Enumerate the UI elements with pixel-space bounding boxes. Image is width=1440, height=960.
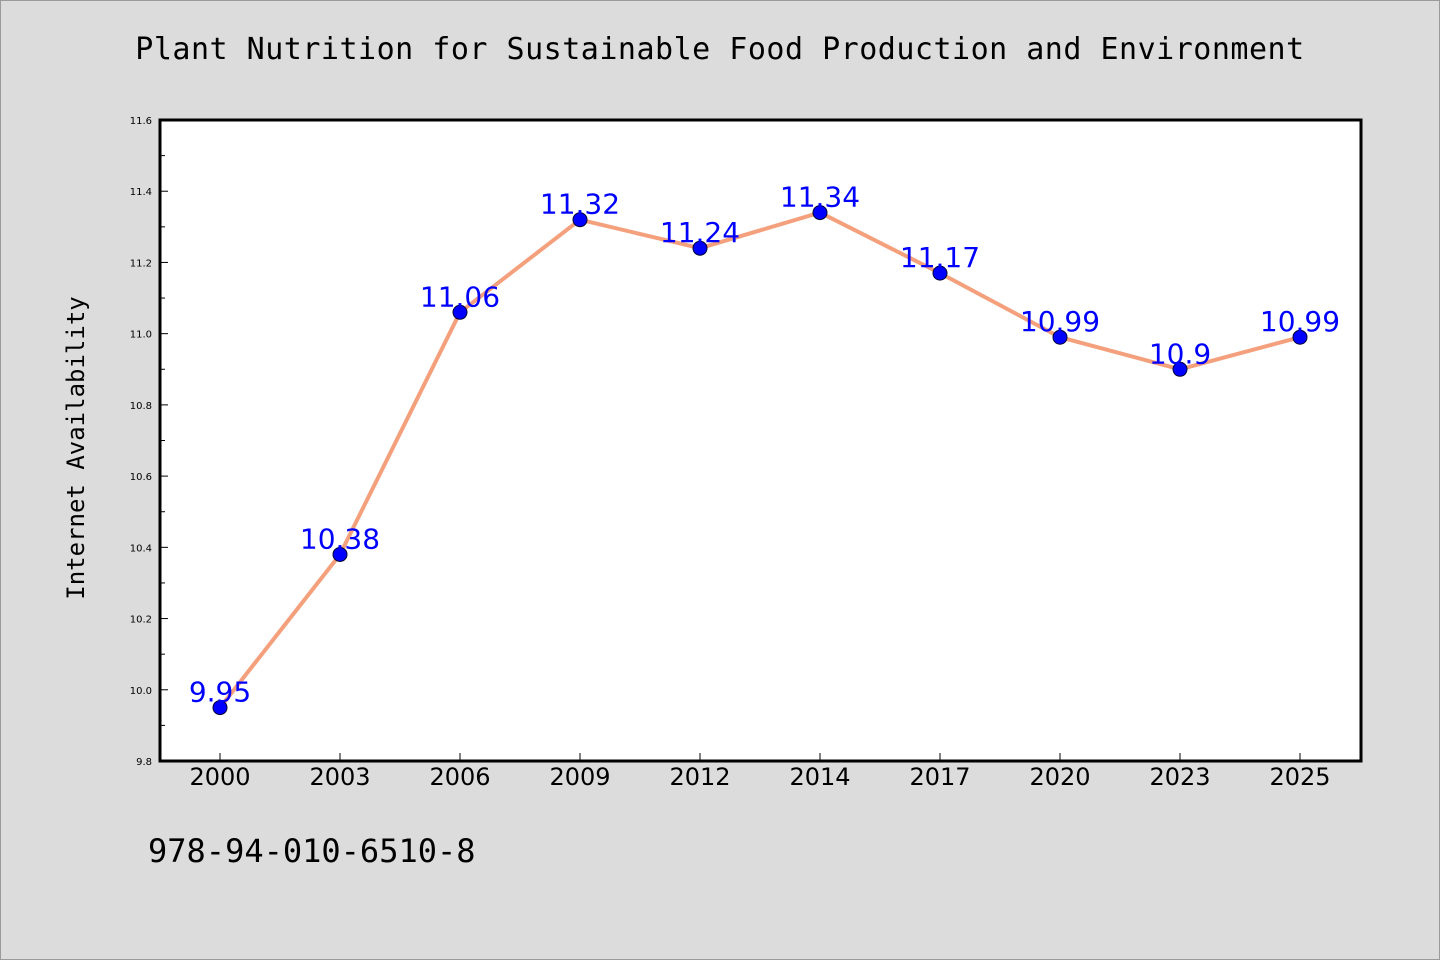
data-point xyxy=(692,240,708,256)
data-point xyxy=(452,304,468,320)
data-label: 10.9 xyxy=(1149,337,1211,370)
x-tick-label: 2003 xyxy=(309,763,370,791)
data-label: 11.17 xyxy=(900,241,980,274)
x-tick-label: 2025 xyxy=(1269,763,1330,791)
y-tick-label: 10.2 xyxy=(130,615,152,626)
y-tick-label: 10.4 xyxy=(130,543,152,554)
data-point xyxy=(1292,329,1308,345)
data-point xyxy=(932,265,948,281)
series-line xyxy=(218,210,1301,709)
data-label: 11.34 xyxy=(780,181,860,214)
data-point xyxy=(572,212,588,228)
y-axis-label: Internet Availability xyxy=(62,296,90,599)
isbn-code: 978-94-010-6510-8 xyxy=(148,832,476,870)
plot-border xyxy=(158,118,1363,763)
data-point xyxy=(332,546,348,562)
x-tick-label: 2000 xyxy=(189,763,250,791)
data-label: 10.38 xyxy=(300,522,380,555)
data-point xyxy=(812,205,828,221)
y-tick-label: 11.2 xyxy=(130,258,152,269)
data-label: 10.99 xyxy=(1260,305,1340,338)
data-label: 11.24 xyxy=(660,216,740,249)
data-point xyxy=(212,700,228,716)
y-tick-label: 11.0 xyxy=(130,330,152,341)
data-labels: 9.95 10.38 11.06 11.32 11.24 11.34 11.17 10.99 1… xyxy=(189,181,1340,709)
data-label: 9.95 xyxy=(189,676,251,709)
data-point xyxy=(1052,329,1068,345)
y-tick-label: 9.8 xyxy=(136,757,152,768)
x-tick-label: 2014 xyxy=(789,763,850,791)
data-label: 11.06 xyxy=(420,280,500,313)
data-markers xyxy=(212,205,1308,716)
data-point xyxy=(1172,361,1188,377)
y-tick-label: 10.6 xyxy=(130,472,152,483)
y-tick-label: 11.6 xyxy=(130,116,152,127)
data-label: 11.32 xyxy=(540,188,620,221)
x-tick-label: 2012 xyxy=(669,763,730,791)
x-axis-ticks: 2000 2003 2006 2009 2012 2014 2017 2020 2023 2025 xyxy=(189,753,1331,791)
plot-area xyxy=(160,120,1361,761)
x-tick-label: 2017 xyxy=(909,763,970,791)
y-tick-label: 11.4 xyxy=(130,187,152,198)
x-tick-label: 2006 xyxy=(429,763,490,791)
x-tick-label: 2023 xyxy=(1149,763,1210,791)
data-label: 10.99 xyxy=(1020,305,1100,338)
y-tick-label: 10.0 xyxy=(130,686,152,697)
chart-title: Plant Nutrition for Sustainable Food Pro… xyxy=(135,32,1305,67)
y-axis-ticks: 9.8 10.0 10.2 10.4 10.6 10.8 11.0 11.2 11.4 11.6 xyxy=(130,116,168,768)
y-tick-label: 10.8 xyxy=(130,401,152,412)
x-tick-label: 2009 xyxy=(549,763,610,791)
x-tick-label: 2020 xyxy=(1029,763,1090,791)
